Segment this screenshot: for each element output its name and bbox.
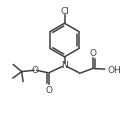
Text: OH: OH <box>107 65 121 74</box>
Text: O: O <box>90 48 97 57</box>
Text: O: O <box>32 66 39 75</box>
Text: Cl: Cl <box>60 6 69 15</box>
Text: N: N <box>61 61 68 70</box>
Text: O: O <box>45 85 52 94</box>
